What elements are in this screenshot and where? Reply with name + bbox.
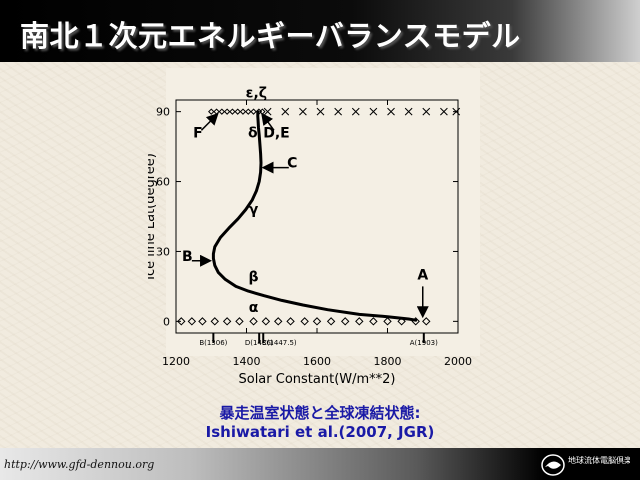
chart-svg: 1200 1400 1600 1800 2000 0 30 60 90 Solar Constan…: [143, 68, 480, 387]
caption-line1: 暴走温室状態と全球凍結状態:: [219, 404, 421, 422]
diamond-marker: [235, 317, 244, 326]
annotation-label: δ: [248, 125, 258, 141]
diamond-marker: [187, 317, 197, 326]
diamond-marker: [222, 317, 232, 326]
ice-line-chart: 1200 1400 1600 1800 2000 0 30 60 90 Solar Constan…: [143, 68, 480, 396]
x-marker: [422, 107, 431, 116]
annotation-label: D,E: [263, 125, 290, 141]
logo-text: 地球流体電脳倶楽部: [568, 455, 630, 465]
diamond-marker: [198, 317, 207, 326]
diamond-marker: [234, 108, 241, 115]
diamond-marker: [340, 317, 350, 326]
diamond-marker: [312, 317, 322, 326]
diamond-marker: [239, 108, 247, 115]
x-axis-label: Solar Constant(W/m**2): [238, 372, 395, 387]
diamond-marker: [326, 317, 336, 326]
x-marker: [440, 107, 448, 116]
y-tick-label: 30: [156, 245, 170, 258]
x-marker: [387, 107, 395, 116]
diamond-marker: [355, 317, 364, 326]
y-tick-label: 60: [156, 176, 170, 189]
y-axis-label: Ice line Lat(degree): [148, 153, 158, 280]
gfd-dennou-logo-icon: 地球流体電脳倶楽部: [541, 454, 630, 476]
x-tick-label: 1200: [162, 355, 190, 368]
diamond-marker: [177, 317, 186, 326]
x-marker: [452, 107, 461, 116]
x-marker: [299, 107, 307, 116]
annotation-label: B: [182, 249, 193, 265]
critical-point-label: C(1447.5): [262, 339, 297, 347]
critical-point-label: A(1903): [410, 339, 438, 347]
annotation-label: A: [417, 267, 428, 283]
x-tick-label: 1800: [374, 355, 402, 368]
x-marker: [369, 107, 378, 116]
diamond-marker: [223, 108, 231, 115]
diamond-marker: [261, 317, 271, 326]
diamond-marker: [274, 317, 283, 326]
annotation-arrow: [261, 112, 275, 131]
diamond-marker: [210, 317, 219, 326]
diamond-marker: [411, 317, 420, 326]
diamond-marker: [249, 317, 258, 326]
critical-point-label: D(1436): [245, 339, 274, 347]
y-tick-label: 90: [156, 106, 170, 119]
x-tick-label: 1600: [303, 355, 331, 368]
annotation-label: β: [249, 270, 259, 286]
caption-reference: Ishiwatari et al.(2007, JGR): [205, 423, 435, 441]
diamond-marker: [286, 317, 295, 326]
x-marker: [351, 107, 360, 116]
title-bar: 南北１次元エネルギーバランスモデル: [0, 0, 640, 62]
footer-bar: [0, 448, 640, 480]
annotation-label: γ: [249, 202, 259, 218]
footer-url[interactable]: http://www.gfd-dennou.org: [4, 458, 155, 471]
diamond-marker: [369, 317, 378, 326]
x-marker: [281, 107, 290, 116]
x-tick-label: 2000: [444, 355, 472, 368]
x-marker: [316, 107, 325, 116]
diamond-marker: [422, 317, 431, 326]
y-tick-label: 0: [163, 315, 170, 328]
diamond-marker: [397, 317, 406, 326]
annotation-label: C: [287, 156, 297, 172]
ice-line-curve: [211, 110, 418, 322]
annotation-label: α: [249, 300, 259, 316]
critical-point-label: B(1306): [199, 339, 227, 347]
diamond-marker: [383, 317, 392, 326]
diamond-marker: [229, 108, 236, 115]
x-marker: [404, 107, 413, 116]
annotation-label: F: [193, 125, 203, 141]
diamond-marker: [300, 317, 309, 326]
slide-title: 南北１次元エネルギーバランスモデル: [20, 19, 521, 53]
annotation-arrow: [200, 112, 219, 131]
x-tick-label: 1400: [233, 355, 261, 368]
diamond-marker: [218, 108, 226, 115]
diamond-marker: [250, 108, 257, 115]
diamond-marker: [245, 108, 252, 115]
annotation-label: ε,ζ: [246, 86, 267, 102]
x-marker: [334, 107, 343, 116]
